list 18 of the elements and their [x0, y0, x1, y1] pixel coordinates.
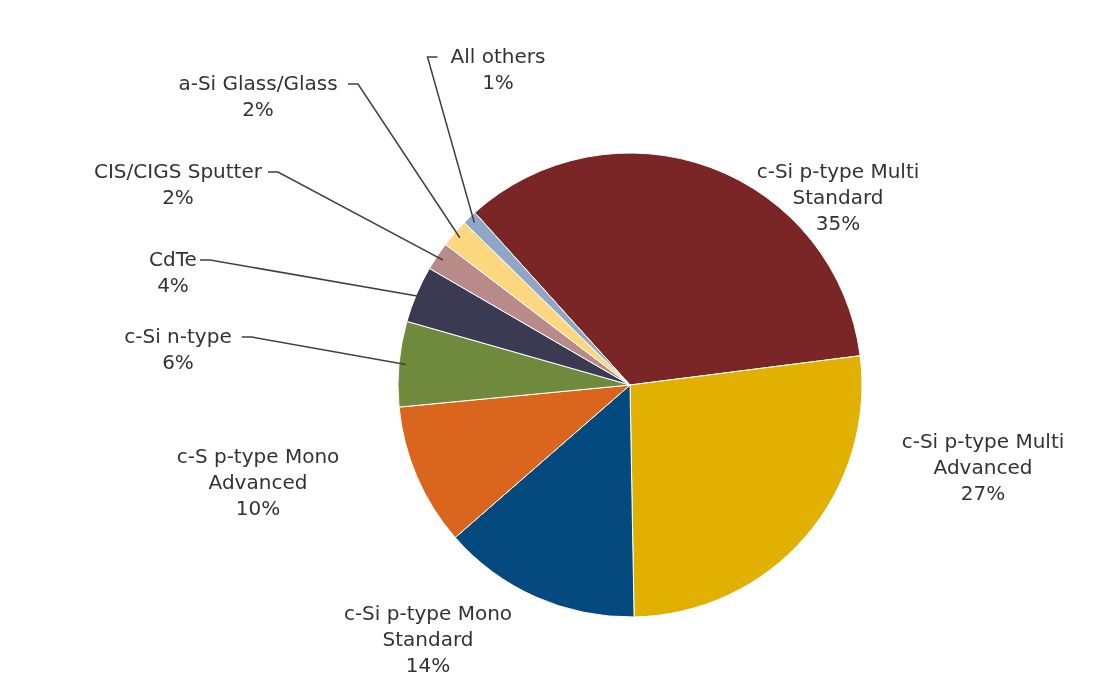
- slice-label: CdTe: [149, 247, 197, 271]
- slice-label: CIS/CIGS Sputter: [94, 159, 263, 183]
- data-label: 27%: [960, 481, 1006, 505]
- slice-label: c-Si p-type Multi Standard: [756, 159, 920, 209]
- data-label: 4%: [157, 273, 189, 297]
- data-label: 1%: [482, 70, 514, 94]
- data-label: 2%: [242, 97, 274, 121]
- slice-label: All others: [450, 44, 546, 68]
- data-label: 35%: [815, 211, 861, 235]
- slice-label: c-S p-type Mono Advanced: [176, 444, 340, 494]
- data-label: 14%: [405, 653, 451, 677]
- data-label: 2%: [162, 185, 194, 209]
- slice-label: c-Si p-type Multi Advanced: [901, 429, 1065, 479]
- slice-label: c-Si p-type Mono Standard: [343, 601, 513, 651]
- slice-label: a-Si Glass/Glass: [178, 71, 338, 95]
- data-label: 6%: [162, 350, 194, 374]
- slice-label: c-Si n-type: [124, 324, 232, 348]
- data-label: 10%: [235, 496, 281, 520]
